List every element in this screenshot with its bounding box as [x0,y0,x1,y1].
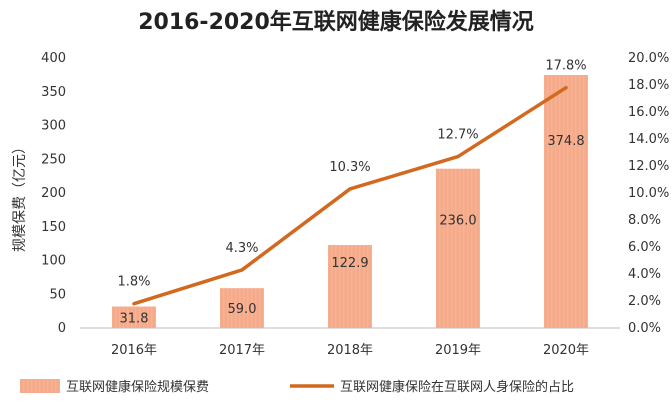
legend-bar-swatch [20,379,60,393]
legend-bar-label: 互联网健康保险规模保费 [66,379,209,395]
x-tick-label: 2019年 [435,343,481,358]
y-axis-label: 规模保费（亿元） [12,140,28,252]
bar [112,306,156,328]
bar [220,288,264,328]
y-right-tick-label: 4.0% [628,267,661,282]
x-tick-label: 2020年 [543,343,589,358]
legend-line-label: 互联网健康保险在互联网人身保险的占比 [340,379,574,395]
y-right-tick-label: 8.0% [628,213,661,228]
x-tick-label: 2017年 [219,343,265,358]
y-left-tick-label: 0 [58,321,66,336]
y-right-tick-label: 2.0% [628,294,661,309]
y-right-tick-label: 18.0% [628,78,669,93]
y-left-tick-label: 150 [41,220,66,235]
y-left-tick-label: 100 [41,254,66,269]
y-right-tick-label: 20.0% [628,51,669,66]
y-right-tick-label: 6.0% [628,240,661,255]
line-value-label: 10.3% [329,160,370,175]
bar [436,168,480,328]
line-point [456,155,460,159]
line-value-label: 17.8% [545,59,586,74]
y-left-tick-label: 200 [41,186,66,201]
y-right-tick-label: 10.0% [628,186,669,201]
y-right-tick-label: 14.0% [628,132,669,147]
bar-value-label: 31.8 [120,311,149,326]
x-tick-label: 2018年 [327,343,373,358]
bar-value-label: 59.0 [228,302,257,317]
line-value-label: 4.3% [225,241,258,256]
y-left-tick-label: 250 [41,152,66,167]
y-left-tick-label: 350 [41,85,66,100]
y-right-tick-label: 0.0% [628,321,661,336]
line-value-label: 1.8% [117,275,150,290]
bar-value-label: 122.9 [331,256,368,271]
line-point [132,302,136,306]
bar [544,75,588,328]
bar-value-label: 236.0 [439,213,476,228]
line-point [564,86,568,90]
bar [328,245,372,328]
line-value-label: 12.7% [437,128,478,143]
y-right-tick-label: 16.0% [628,105,669,120]
y-left-tick-label: 400 [41,51,66,66]
y-left-tick-label: 300 [41,119,66,134]
bar-value-label: 374.8 [547,134,584,149]
line-point [348,187,352,191]
y-right-tick-label: 12.0% [628,159,669,174]
y-left-tick-label: 50 [49,287,66,302]
x-tick-label: 2016年 [111,343,157,358]
line-point [240,268,244,272]
chart-title: 2016-2020年互联网健康保险发展情况 [138,10,534,35]
